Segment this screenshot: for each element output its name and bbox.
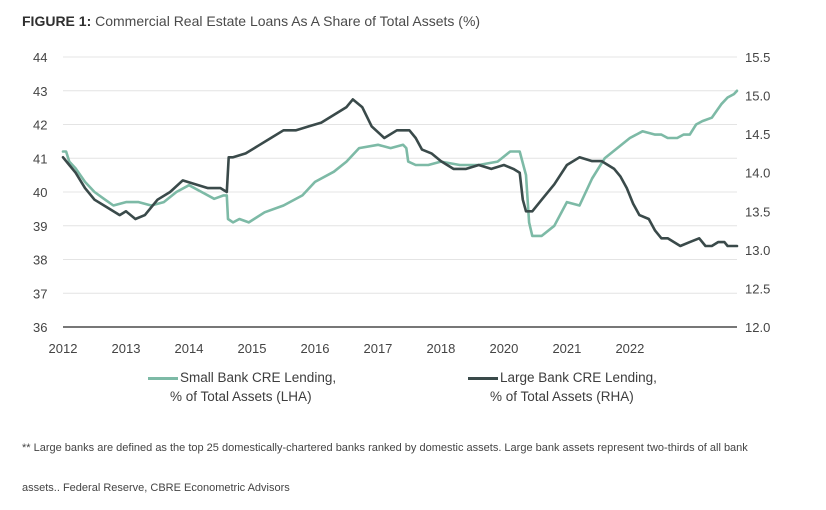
legend-large-bank-label: Large Bank CRE Lending, <box>500 370 657 385</box>
x-tick-label: 2022 <box>615 341 644 356</box>
legend-small-bank-label-2: % of Total Assets (LHA) <box>170 389 312 404</box>
legend-large-bank-swatch <box>468 377 498 380</box>
x-tick-label: 2015 <box>238 341 267 356</box>
y-right-tick-label: 12.5 <box>745 281 770 296</box>
x-tick-label: 2018 <box>426 341 455 356</box>
legend-large-bank-label-2: % of Total Assets (RHA) <box>490 389 634 404</box>
x-tick-label: 2021 <box>552 341 581 356</box>
legend-small-bank-label: Small Bank CRE Lending, <box>180 370 337 385</box>
footnote-line-1: ** Large banks are defined as the top 25… <box>22 442 748 454</box>
legend-large-bank: Large Bank CRE Lending, % of Total Asset… <box>468 368 698 408</box>
x-tick-label: 2017 <box>363 341 392 356</box>
y-right-tick-label: 13.5 <box>745 204 770 219</box>
legend-small-bank: Small Bank CRE Lending, % of Total Asset… <box>148 368 378 408</box>
y-left-tick-label: 40 <box>33 185 47 200</box>
y-right-tick-label: 15.0 <box>745 89 770 104</box>
y-left-tick-label: 41 <box>33 151 47 166</box>
y-left-tick-label: 42 <box>33 118 47 133</box>
x-tick-label: 2020 <box>489 341 518 356</box>
y-left-tick-label: 43 <box>33 84 47 99</box>
y-left-tick-label: 44 <box>33 50 47 65</box>
series-line-large-bank <box>61 98 739 248</box>
y-right-tick-label: 15.5 <box>745 50 770 65</box>
legend-small-bank-swatch <box>148 377 178 380</box>
figure-title: FIGURE 1: Commercial Real Estate Loans A… <box>22 13 480 29</box>
figure-title-prefix: FIGURE 1: <box>22 13 92 29</box>
cre-loans-chart: 36 37 38 39 40 41 42 43 44 12.0 12.5 13.0 13.5 14.0 14… <box>33 50 770 356</box>
y-left-tick-label: 39 <box>33 219 47 234</box>
y-right-tick-label: 13.0 <box>745 243 770 258</box>
x-tick-label: 2016 <box>301 341 330 356</box>
figure-title-text: Commercial Real Estate Loans As A Share … <box>95 13 481 29</box>
y-left-tick-label: 38 <box>33 253 47 268</box>
footnote-line-2: assets.. Federal Reserve, CBRE Econometr… <box>22 482 290 494</box>
y-left-tick-label: 37 <box>33 286 47 301</box>
x-tick-label: 2013 <box>112 341 141 356</box>
series-line-small-bank <box>61 89 739 238</box>
x-tick-label: 2014 <box>175 341 204 356</box>
y-left-tick-label: 36 <box>33 320 47 335</box>
y-right-tick-label: 12.0 <box>745 320 770 335</box>
x-tick-label: 2012 <box>49 341 78 356</box>
y-right-tick-label: 14.5 <box>745 127 770 142</box>
y-right-tick-label: 14.0 <box>745 166 770 181</box>
